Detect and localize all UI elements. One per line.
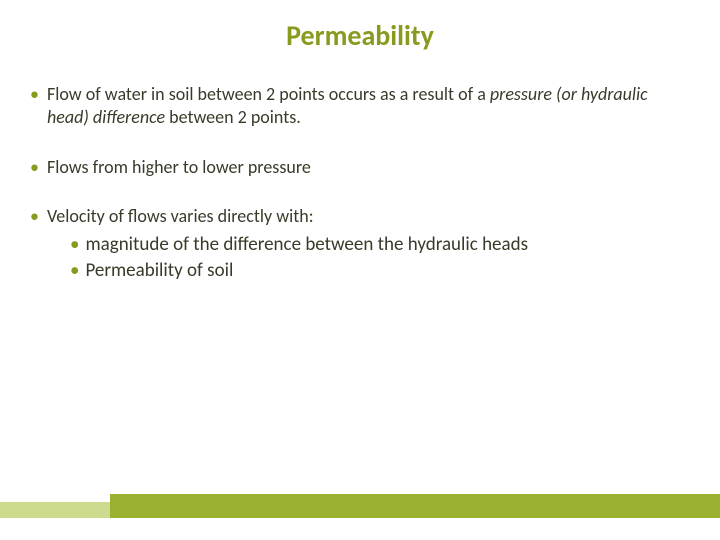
bullet-marker-icon: • <box>30 156 39 179</box>
bullet-text-pre: Flow of water in soil between 2 points o… <box>47 83 490 105</box>
slide-container: Permeability • Flow of water in soil bet… <box>0 0 720 540</box>
sub-bullet-item: • Permeability of soil <box>70 259 690 284</box>
footer-decoration <box>0 494 720 518</box>
bullet-text-post: between 2 points. <box>165 106 301 128</box>
bullet-marker-icon: • <box>70 259 79 284</box>
bullet-marker-icon: • <box>70 233 79 258</box>
bullet-text: Flows from higher to lower pressure <box>47 156 311 179</box>
bullet-marker-icon: • <box>30 83 39 130</box>
footer-bar-dark <box>110 494 720 518</box>
sub-bullet-list: • magnitude of the difference between th… <box>30 233 690 284</box>
bullet-text: Flow of water in soil between 2 points o… <box>47 83 690 130</box>
slide-content: • Flow of water in soil between 2 points… <box>0 63 720 284</box>
bullet-marker-icon: • <box>30 205 39 228</box>
bullet-text: Velocity of flows varies directly with: <box>47 205 314 228</box>
sub-bullet-text: Permeability of soil <box>85 259 233 284</box>
sub-bullet-text: magnitude of the difference between the … <box>85 233 528 258</box>
sub-bullet-item: • magnitude of the difference between th… <box>70 233 690 258</box>
bullet-item: • Flow of water in soil between 2 points… <box>30 83 690 130</box>
bullet-item: • Flows from higher to lower pressure <box>30 156 690 179</box>
footer-bar-light <box>0 502 110 518</box>
slide-title: Permeability <box>0 0 720 63</box>
bullet-item: • Velocity of flows varies directly with… <box>30 205 690 228</box>
